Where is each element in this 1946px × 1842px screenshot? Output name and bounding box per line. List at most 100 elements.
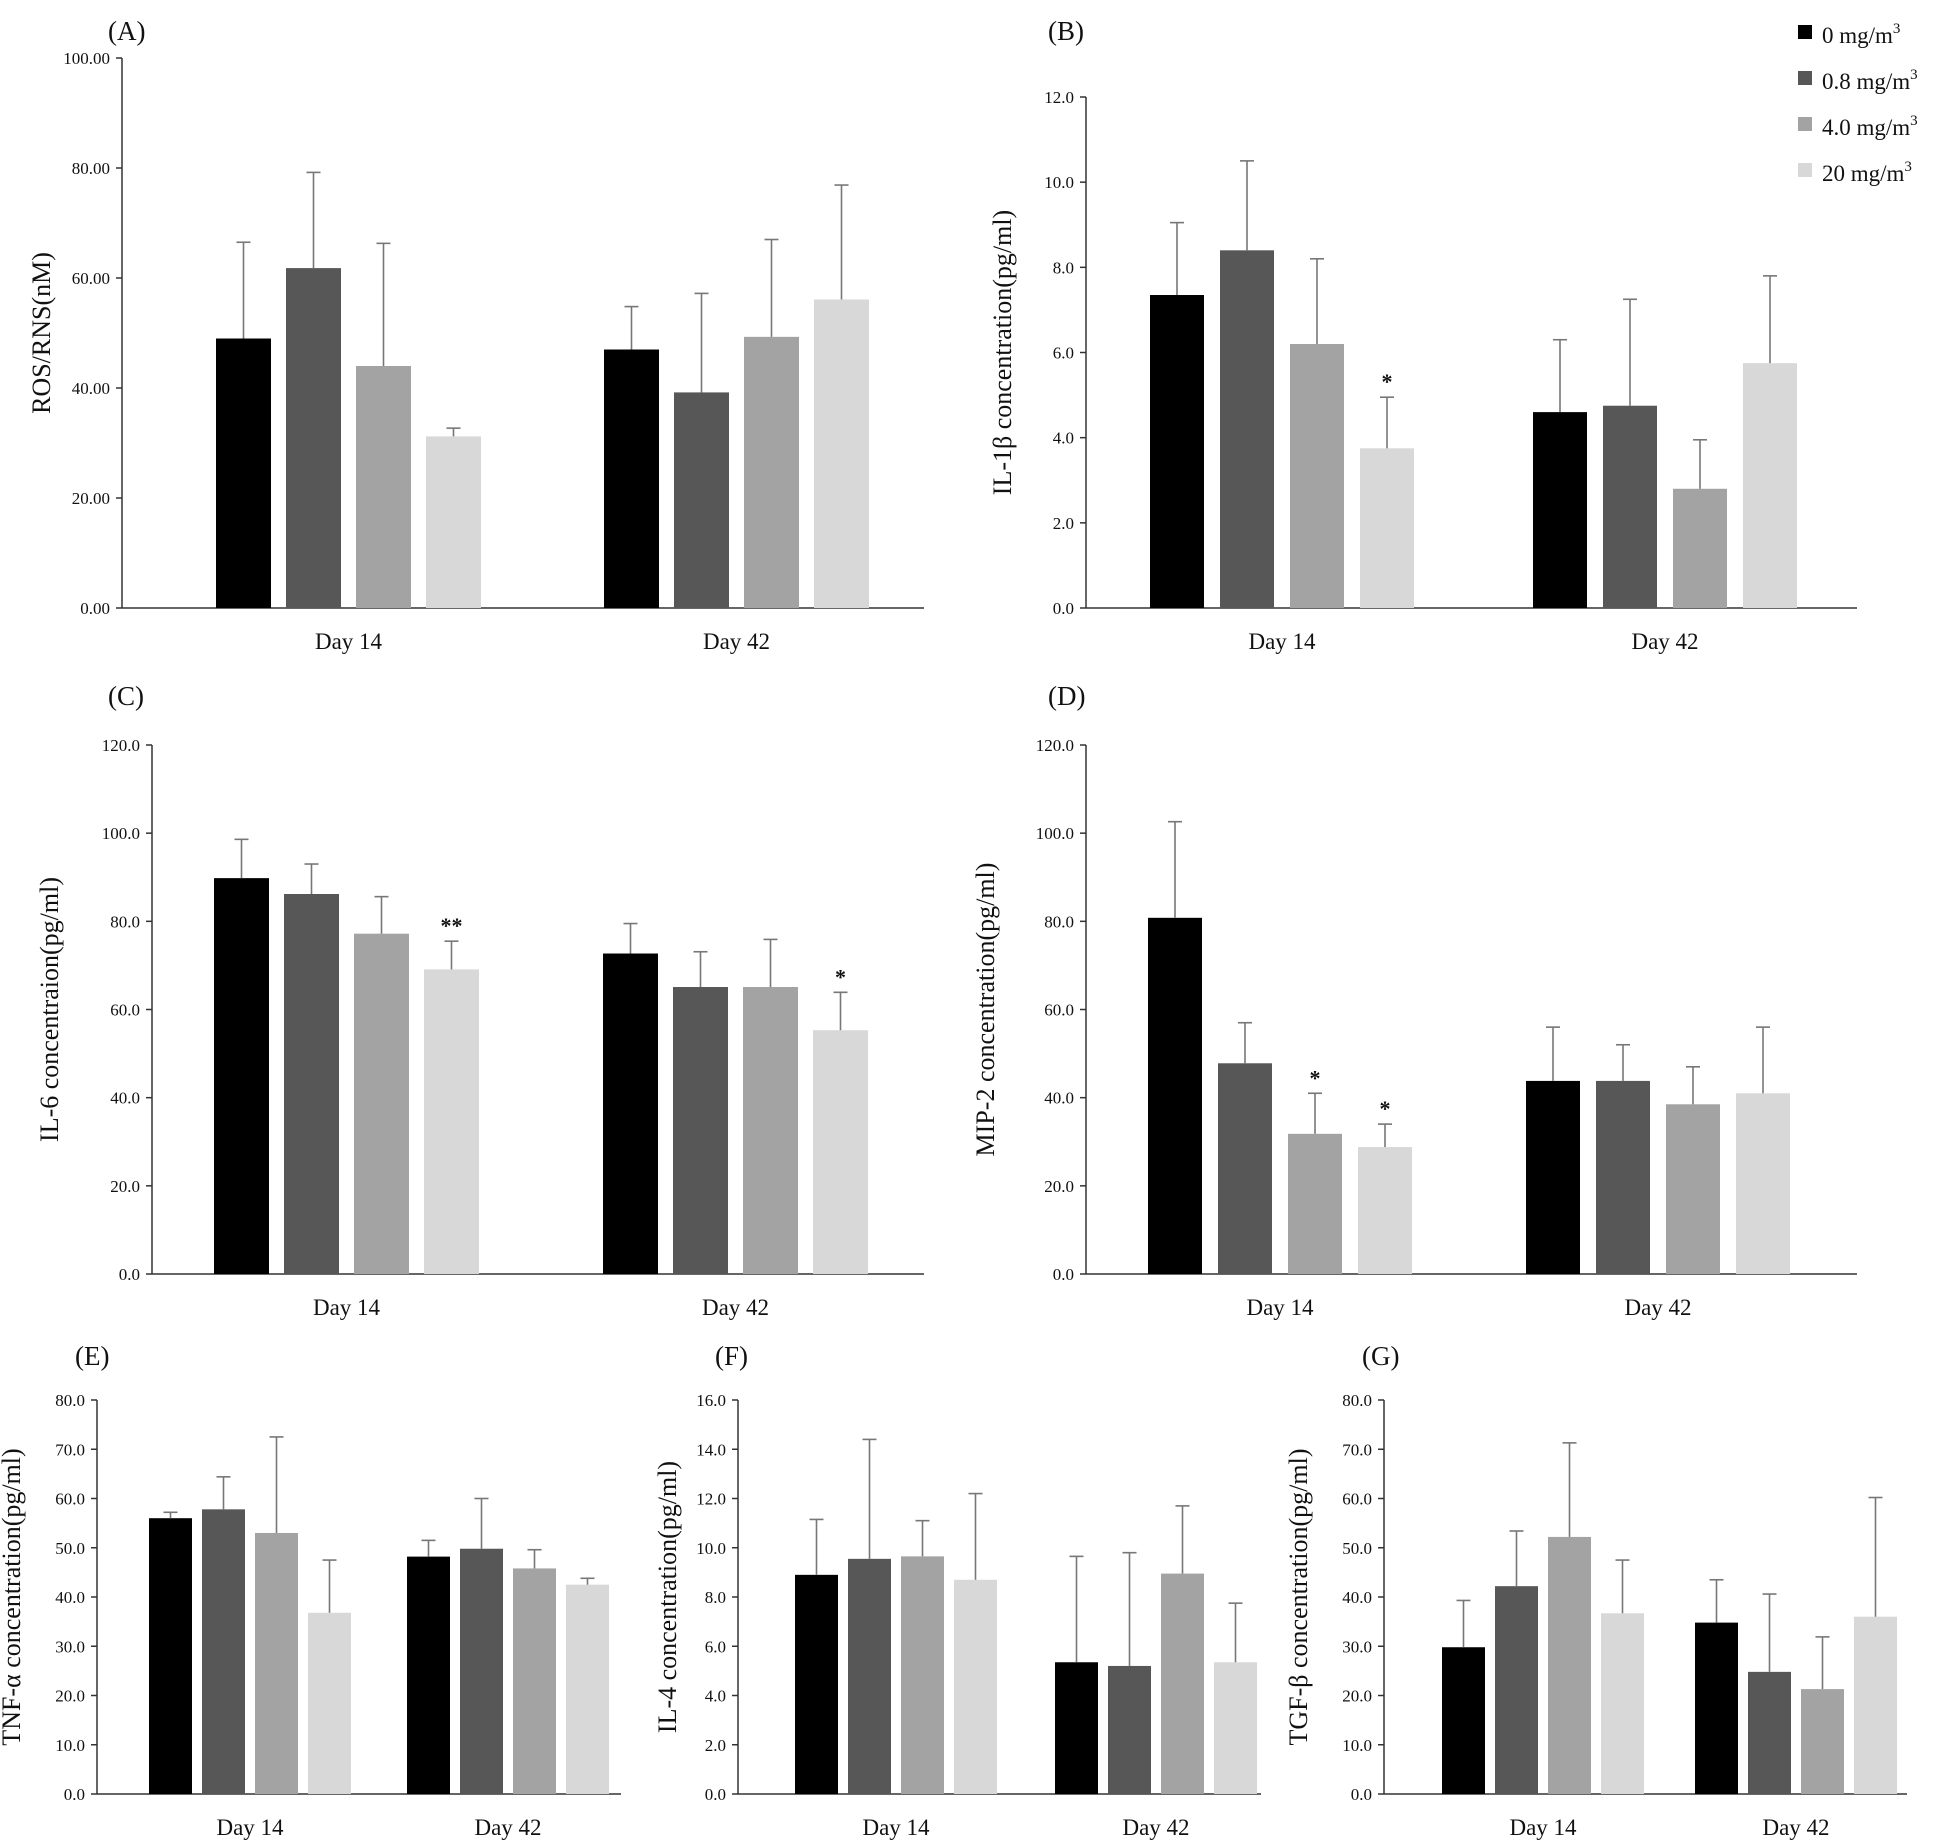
legend-entry: 4.0 mg/m3 xyxy=(1798,113,1918,140)
y-tick-label: 0.0 xyxy=(119,1265,140,1284)
y-tick-label: 100.00 xyxy=(63,49,110,68)
bar xyxy=(673,987,728,1274)
y-tick-label: 8.0 xyxy=(705,1588,726,1607)
bar xyxy=(1220,250,1274,609)
y-tick-label: 70.0 xyxy=(1342,1440,1372,1459)
legend-entry: 0.8 mg/m3 xyxy=(1798,67,1918,94)
y-tick-label: 50.0 xyxy=(1342,1539,1372,1558)
bar xyxy=(1150,295,1204,608)
legend-swatch xyxy=(1798,25,1812,39)
chart-panel: (B) 0.0 2.0 4.0 6.0 8.0 10.0 12.0 IL-1β concentr… xyxy=(988,16,1857,654)
bar xyxy=(743,987,798,1274)
bar xyxy=(1161,1573,1204,1794)
y-tick-label: 10.0 xyxy=(1044,173,1074,192)
y-axis-label: IL-1β concentration(pg/ml) xyxy=(988,210,1017,495)
x-tick-label: Day 42 xyxy=(474,1815,541,1840)
bar xyxy=(1495,1586,1538,1794)
significance-marker: ** xyxy=(441,913,463,938)
bar xyxy=(1748,1671,1791,1794)
x-tick-label: Day 14 xyxy=(216,1815,284,1840)
y-tick-label: 40.00 xyxy=(72,379,110,398)
y-tick-label: 60.00 xyxy=(72,269,110,288)
legend-label-sup: 3 xyxy=(1904,159,1912,175)
bar xyxy=(286,268,341,608)
legend-swatch xyxy=(1798,71,1812,85)
bar xyxy=(202,1509,245,1794)
y-tick-label: 100.0 xyxy=(102,824,140,843)
bar xyxy=(1673,488,1727,608)
significance-marker: * xyxy=(1310,1065,1321,1090)
bar xyxy=(356,366,411,608)
bar xyxy=(284,894,339,1274)
y-tick-label: 30.0 xyxy=(55,1637,85,1656)
legend-label-base: 4.0 mg/m xyxy=(1822,115,1910,140)
y-tick-label: 10.0 xyxy=(696,1539,726,1558)
chart-panel: (C) 0.0 20.0 40.0 60.0 80.0 100.0 120.0 IL-6 con… xyxy=(35,681,924,1320)
bar xyxy=(603,953,658,1274)
bar xyxy=(1526,1080,1580,1274)
x-tick-label: Day 14 xyxy=(1509,1815,1577,1840)
legend-entry: 20 mg/m3 xyxy=(1798,159,1912,186)
chart-panel: (G) 0.0 10.0 20.0 30.0 40.0 50.0 60.0 70.0 80.0 TG… xyxy=(1284,1341,1907,1840)
bar xyxy=(1288,1133,1342,1274)
y-axis-label: IL-6 concentraion(pg/ml) xyxy=(35,877,64,1142)
y-tick-label: 20.0 xyxy=(1342,1687,1372,1706)
y-axis-label: ROS/RNS(nM) xyxy=(27,252,56,414)
y-tick-label: 20.0 xyxy=(110,1177,140,1196)
bar xyxy=(674,392,729,608)
legend-label: 20 mg/m3 xyxy=(1822,159,1912,186)
bar xyxy=(1743,363,1797,608)
x-tick-label: Day 14 xyxy=(1248,629,1316,654)
bar xyxy=(901,1556,944,1794)
y-axis-label: TGF-β concentration(pg/ml) xyxy=(1284,1449,1313,1746)
y-tick-label: 12.0 xyxy=(1044,88,1074,107)
y-tick-label: 0.0 xyxy=(64,1785,85,1804)
y-tick-label: 20.00 xyxy=(72,489,110,508)
panel-label: (G) xyxy=(1362,1341,1399,1371)
y-tick-label: 20.0 xyxy=(55,1687,85,1706)
legend-label-base: 0 mg/m xyxy=(1822,23,1893,48)
y-axis-label: TNF-α concentration(pg/ml) xyxy=(0,1448,26,1745)
legend-swatch xyxy=(1798,163,1812,177)
y-tick-label: 0.0 xyxy=(1053,599,1074,618)
y-tick-label: 50.0 xyxy=(55,1539,85,1558)
significance-marker: * xyxy=(1380,1096,1391,1121)
bar xyxy=(744,336,799,608)
x-tick-label: Day 14 xyxy=(1246,1295,1314,1320)
significance-marker: * xyxy=(835,964,846,989)
y-axis-label: MIP-2 concentration(pg/ml) xyxy=(971,863,1000,1157)
panel-label: (C) xyxy=(108,681,144,711)
bar xyxy=(1601,1613,1644,1794)
bar xyxy=(1148,917,1202,1274)
bar xyxy=(1360,448,1414,608)
y-tick-label: 30.0 xyxy=(1342,1637,1372,1656)
y-tick-label: 60.0 xyxy=(110,1001,140,1020)
y-tick-label: 0.0 xyxy=(1351,1785,1372,1804)
bar xyxy=(795,1574,838,1794)
panel-label: (E) xyxy=(75,1341,109,1371)
bar xyxy=(1801,1689,1844,1794)
y-tick-label: 20.0 xyxy=(1044,1177,1074,1196)
bar xyxy=(1218,1063,1272,1274)
bar xyxy=(604,349,659,608)
x-tick-label: Day 42 xyxy=(1631,629,1698,654)
bar xyxy=(1666,1104,1720,1274)
y-axis-label: IL-4 concentration(pg/ml) xyxy=(653,1461,682,1733)
bar xyxy=(848,1558,891,1794)
legend-label-sup: 3 xyxy=(1910,113,1918,129)
x-tick-label: Day 42 xyxy=(703,629,770,654)
legend-label-sup: 3 xyxy=(1910,67,1918,83)
legend-entry: 0 mg/m3 xyxy=(1798,21,1900,48)
x-tick-label: Day 14 xyxy=(315,629,383,654)
legend-swatch xyxy=(1798,117,1812,131)
bar xyxy=(814,299,869,608)
panel-label: (B) xyxy=(1048,16,1084,46)
y-tick-label: 80.00 xyxy=(72,159,110,178)
bar xyxy=(424,969,479,1274)
bar xyxy=(1533,412,1587,608)
bar xyxy=(513,1568,556,1794)
x-tick-label: Day 14 xyxy=(862,1815,930,1840)
y-tick-label: 80.0 xyxy=(1342,1391,1372,1410)
panel-label: (D) xyxy=(1048,681,1085,711)
